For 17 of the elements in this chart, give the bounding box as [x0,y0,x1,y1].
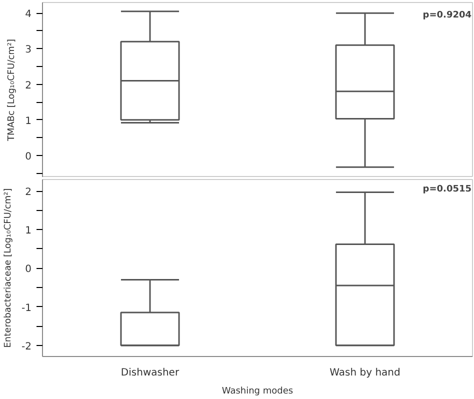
y-tick-label: -2 [22,341,32,352]
x-tick-label: Dishwasher [120,368,180,378]
y-tick-label: 2 [25,187,32,198]
y-axis-title: TMABc [Log₁₀CFU/cm²] [7,38,18,142]
y-tick-label: 0 [25,151,32,162]
y-tick-label: 2 [25,80,32,92]
x-axis-title: Washing modes [222,386,294,396]
annotation: p=0.9204 [422,10,472,20]
y-axis-title: Enterobacteriaceae [Log₁₀CFU/cm²] [4,188,14,348]
y-tick-label: 1 [25,116,32,127]
y-tick-label: -1 [22,302,32,314]
x-tick-label: Wash by hand [330,368,400,378]
annotation: p=0.0515 [422,184,472,194]
y-tick-label: 4 [25,9,32,20]
y-tick-label: 0 [25,264,32,276]
y-tick-label: 3 [25,44,32,56]
y-tick-label: 1 [25,226,32,237]
